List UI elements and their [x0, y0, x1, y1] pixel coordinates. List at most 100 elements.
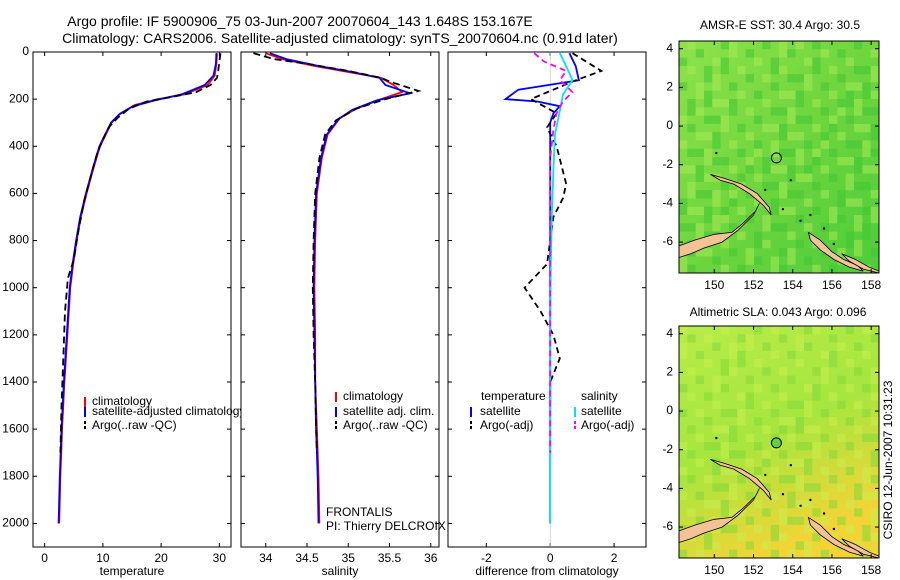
- x-tick-label: 0: [41, 551, 48, 565]
- map-y-tick-label: -4: [662, 481, 673, 495]
- field-cell: [762, 483, 771, 492]
- y-tick-label: 1600: [2, 421, 29, 435]
- field-cell: [854, 165, 863, 174]
- field-cell: [837, 198, 846, 207]
- field-cell: [745, 342, 754, 351]
- field-cell: [687, 99, 696, 108]
- field-cell: [862, 533, 871, 542]
- field-cell: [729, 508, 738, 517]
- field-cell: [795, 239, 804, 249]
- field-cell: [829, 350, 838, 360]
- field-cell: [820, 433, 829, 442]
- field-cell: [745, 392, 754, 401]
- field-cell: [762, 157, 771, 166]
- field-cell: [779, 206, 788, 215]
- field-cell: [720, 524, 729, 534]
- field-cell: [795, 475, 804, 484]
- field-cell: [720, 57, 729, 66]
- field-cell: [837, 248, 846, 257]
- field-cell: [704, 115, 713, 124]
- field-cell: [854, 483, 863, 492]
- map-y-tick-label: -4: [662, 196, 673, 210]
- field-cell: [770, 140, 779, 149]
- field-cell: [804, 483, 813, 492]
- y-tick-label: 2000: [2, 516, 29, 530]
- legend-label-satellite: satellite-adjusted climatology: [92, 404, 245, 418]
- field-cell: [787, 107, 796, 116]
- field-cell: [837, 342, 846, 351]
- field-cell: [754, 231, 763, 240]
- field-cell: [770, 165, 779, 174]
- field-cell: [862, 466, 871, 476]
- difference-lines: [503, 52, 604, 547]
- field-cell: [870, 475, 879, 484]
- field-cell: [812, 264, 821, 273]
- sst-land: [678, 151, 880, 274]
- field-cell: [729, 466, 738, 476]
- field-cell: [787, 148, 796, 157]
- field-cell: [720, 508, 729, 517]
- field-cell: [720, 384, 729, 393]
- field-cell: [829, 148, 838, 157]
- map-x-tick-label: 150: [704, 563, 724, 577]
- field-cell: [729, 549, 738, 558]
- field-cell: [770, 256, 779, 265]
- field-cell: [762, 165, 771, 174]
- field-cell: [737, 123, 746, 133]
- field-cell: [854, 491, 863, 500]
- sla-map-title: Altimetric SLA: 0.043 Argo: 0.096: [690, 305, 867, 319]
- field-cell: [812, 326, 821, 335]
- field-cell: [795, 99, 804, 108]
- field-cell: [687, 334, 696, 343]
- x-tick-label: -2: [481, 551, 492, 565]
- field-cell: [729, 483, 738, 492]
- field-cell: [687, 450, 696, 459]
- field-cell: [795, 334, 804, 343]
- field-cell: [787, 433, 796, 442]
- field-cell: [862, 165, 871, 174]
- field-cell: [754, 466, 763, 476]
- field-cell: [829, 206, 838, 215]
- field-cell: [812, 206, 821, 215]
- field-cell: [812, 442, 821, 451]
- field-cell: [795, 132, 804, 141]
- field-cell: [729, 450, 738, 459]
- field-cell: [712, 342, 721, 351]
- field-cell: [870, 215, 879, 224]
- field-cell: [837, 107, 846, 116]
- field-cell: [704, 442, 713, 451]
- field-cell: [695, 350, 704, 360]
- legend-title-temperature: temperature: [481, 389, 546, 403]
- field-cell: [745, 334, 754, 343]
- field-cell: [787, 165, 796, 174]
- field-cell: [862, 140, 871, 149]
- field-cell: [687, 264, 696, 273]
- field-cell: [829, 90, 838, 99]
- field-cell: [720, 408, 729, 418]
- field-cell: [729, 198, 738, 207]
- field-cell: [804, 326, 813, 335]
- field-cell: [804, 74, 813, 83]
- field-cell: [779, 450, 788, 459]
- field-cell: [704, 215, 713, 224]
- field-cell: [687, 475, 696, 484]
- field-cell: [762, 367, 771, 376]
- field-cell: [820, 408, 829, 418]
- island-dot: [832, 527, 836, 531]
- field-cell: [870, 375, 879, 384]
- field-cell: [854, 425, 863, 434]
- field-cell: [845, 198, 854, 207]
- field-cell: [737, 475, 746, 484]
- map-x-tick-label: 154: [783, 278, 803, 292]
- field-cell: [845, 90, 854, 99]
- field-cell: [854, 82, 863, 91]
- field-cell: [779, 90, 788, 99]
- field-cell: [729, 107, 738, 116]
- field-cell: [720, 123, 729, 133]
- field-cell: [870, 165, 879, 174]
- x-tick-label: 34: [259, 551, 273, 565]
- field-cell: [695, 107, 704, 116]
- field-cell: [762, 215, 771, 224]
- field-cell: [779, 41, 788, 50]
- field-cell: [720, 215, 729, 224]
